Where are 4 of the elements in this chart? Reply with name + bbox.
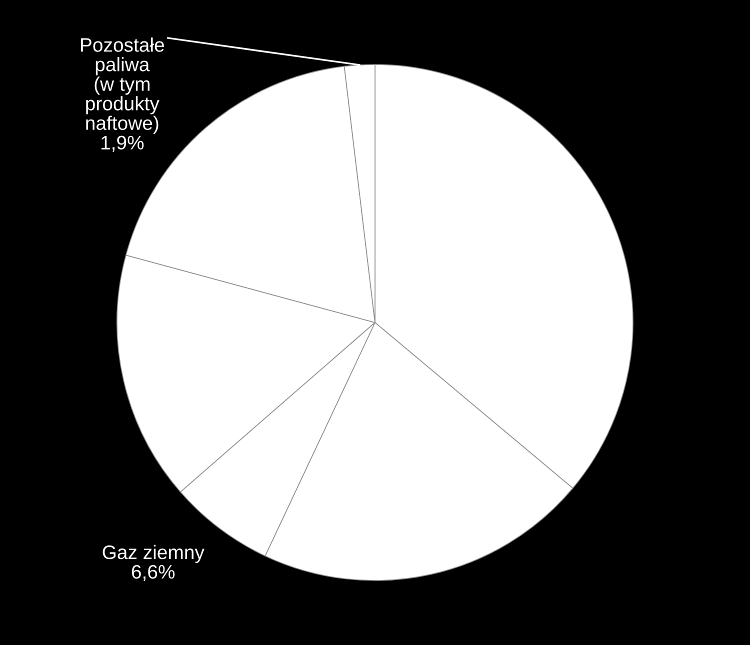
data-label: 1,9% <box>101 136 144 152</box>
slice-label: Pozostałe paliwa (w tym produkty naftowe) <box>81 38 164 134</box>
slice-label: Gaz ziemny <box>102 544 204 564</box>
data-label: 6,6% <box>132 564 175 582</box>
